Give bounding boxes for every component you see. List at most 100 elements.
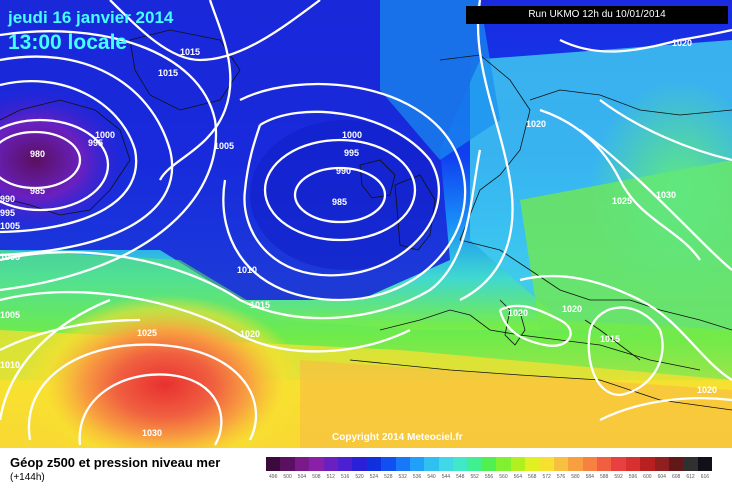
- color-scale-tick: 548: [456, 474, 465, 480]
- color-scale-tick: 524: [369, 474, 379, 480]
- color-scale-tick: 600: [643, 474, 652, 480]
- color-scale-swatch: [280, 457, 295, 471]
- color-scale-tick: 512: [326, 474, 335, 480]
- map-time: 13:00 locale: [8, 31, 128, 54]
- isobar-label: 1015: [250, 300, 270, 310]
- color-scale-tick: 576: [556, 474, 566, 480]
- color-scale-tick: 616: [700, 474, 710, 480]
- isobar-label: 1020: [562, 304, 582, 314]
- color-scale-tick: 556: [484, 474, 494, 480]
- color-scale-tick: 604: [657, 474, 666, 480]
- isobar-label: 1010: [0, 360, 20, 370]
- legend-subtitle: (+144h): [10, 472, 45, 483]
- isobar-label: 1005: [0, 310, 20, 320]
- color-scale-swatch: [481, 457, 497, 471]
- color-scale-swatch: [453, 457, 468, 471]
- color-scale-swatch: [294, 457, 310, 471]
- isobar-label: 990: [336, 166, 351, 176]
- isobar-label: 1030: [656, 190, 676, 200]
- color-scale-tick: 544: [441, 474, 451, 480]
- isobar-label: 1020: [672, 38, 692, 48]
- color-scale-tick: 560: [499, 474, 508, 480]
- color-scale-swatch: [381, 457, 396, 471]
- isobar-label: 1005: [214, 141, 234, 151]
- model-run-label: Run UKMO 12h du 10/01/2014: [466, 6, 728, 24]
- color-scale-tick: 592: [614, 474, 623, 480]
- isobar-label: 995: [344, 148, 359, 158]
- color-scale-tick: 572: [542, 474, 551, 480]
- color-scale-swatch: [467, 457, 482, 471]
- color-scale-swatch: [496, 457, 511, 471]
- isobar-label: 1010: [237, 265, 257, 275]
- color-scale-tick: 596: [628, 474, 638, 480]
- isobar-label: 1015: [600, 334, 620, 344]
- isobar-label: 1015: [158, 68, 178, 78]
- color-scale-tick: 536: [412, 474, 422, 480]
- isobar-label: 1005: [0, 221, 20, 231]
- color-scale-tick: 584: [585, 474, 594, 480]
- isobar-label: 990: [0, 194, 15, 204]
- color-scale-swatch: [539, 457, 554, 471]
- weather-map: 1015 1015 980 985 990 995 1000 1005 1000…: [0, 0, 732, 448]
- color-scale-tick: 508: [312, 474, 321, 480]
- color-scale-tick: 528: [384, 474, 393, 480]
- isobar-label: 1000: [342, 130, 362, 140]
- color-scale-tick: 532: [398, 474, 407, 480]
- isobar-label: 980: [30, 149, 45, 159]
- color-scale-tick: 564: [513, 474, 522, 480]
- field-low-west: [0, 85, 130, 235]
- color-scale-swatch: [640, 457, 655, 471]
- color-scale-tick: 500: [283, 474, 292, 480]
- color-scale-swatch: [395, 457, 410, 471]
- color-scale-tick: 504: [297, 474, 307, 480]
- color-scale-swatch: [409, 457, 425, 471]
- color-scale-swatch: [596, 457, 612, 471]
- isobar-label: 1020: [508, 308, 528, 318]
- color-scale-swatch: [352, 457, 367, 471]
- isobar-label: 1005: [0, 252, 20, 262]
- color-scale-swatch: [424, 457, 439, 471]
- isobar-label: 995: [0, 208, 15, 218]
- map-date: jeudi 16 janvier 2014: [8, 8, 174, 27]
- color-scale-swatch: [337, 457, 353, 471]
- isobar-label: 1015: [180, 47, 200, 57]
- color-scale-tick: 608: [671, 474, 681, 480]
- isobar-label: 1025: [612, 196, 632, 206]
- color-scale-swatch: [366, 457, 382, 471]
- legend-title: Géop z500 et pression niveau mer: [10, 455, 221, 470]
- color-scale-swatch: [654, 457, 669, 471]
- color-scale-swatch: [525, 457, 540, 471]
- isobar-label: 1025: [137, 328, 157, 338]
- color-scale-swatch: [510, 457, 526, 471]
- color-scale-swatch: [266, 457, 281, 471]
- color-scale-swatch: [697, 457, 713, 471]
- color-scale-tick: 540: [427, 474, 436, 480]
- color-scale: [266, 457, 713, 471]
- color-scale-tick: 580: [571, 474, 580, 480]
- color-scale-tick: 520: [355, 474, 364, 480]
- isobar-label: 995: [88, 138, 103, 148]
- color-scale-swatch: [625, 457, 641, 471]
- color-scale-tick: 612: [686, 474, 695, 480]
- color-scale-swatch: [309, 457, 324, 471]
- color-scale-tick: 516: [340, 474, 350, 480]
- color-scale-ticks: 496 500 504 508 512 516 520 524 528 532 536 540 544 5…: [266, 474, 712, 480]
- color-scale-swatch: [438, 457, 454, 471]
- color-scale-tick: 496: [269, 474, 278, 480]
- isobar-label: 1020: [526, 119, 546, 129]
- color-scale-swatch: [568, 457, 583, 471]
- color-scale-swatch: [553, 457, 569, 471]
- isobars: [0, 0, 732, 445]
- isobar-label: 985: [30, 186, 45, 196]
- isobar-label: 1030: [142, 428, 162, 438]
- field-north: [380, 0, 500, 160]
- color-scale-tick: 568: [528, 474, 537, 480]
- copyright: Copyright 2014 Meteociel.fr: [332, 432, 463, 443]
- isobar-label: 985: [332, 197, 347, 207]
- color-scale-swatch: [683, 457, 698, 471]
- color-scale-swatch: [323, 457, 338, 471]
- isobar-label: 1020: [697, 385, 717, 395]
- color-scale-tick: 588: [600, 474, 609, 480]
- isobar-label: 1020: [240, 329, 260, 339]
- color-scale-swatch: [582, 457, 597, 471]
